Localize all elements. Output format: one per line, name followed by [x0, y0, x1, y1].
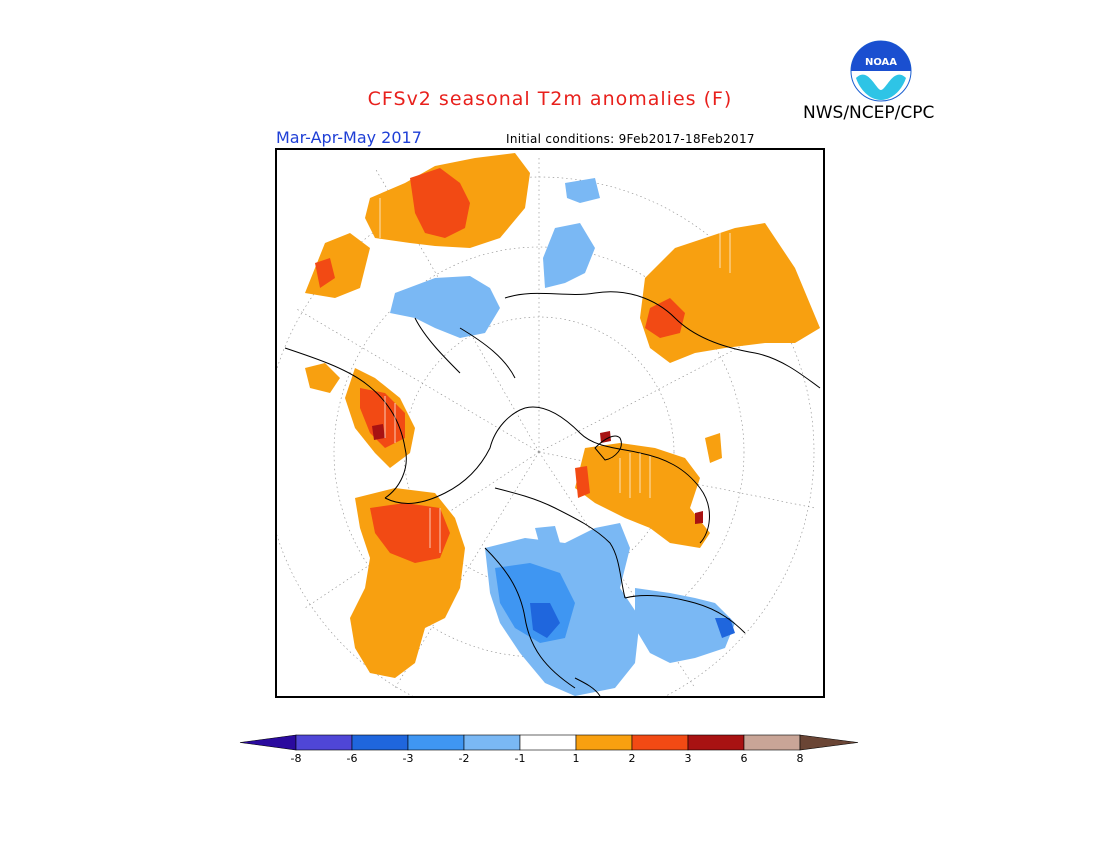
colorbar-tick-label: 2 [629, 752, 636, 765]
colorbar-tick-label: 1 [573, 752, 580, 765]
colorbar-bins [239, 734, 859, 751]
very-strong-warm-regions [372, 424, 703, 524]
colorbar: -8 -6 -3 -2 -1 1 2 3 6 8 [239, 734, 859, 765]
colorbar-bin [631, 734, 689, 751]
colorbar-arrow-high [799, 734, 859, 751]
significance-hatching [379, 198, 731, 553]
colorbar-bin [743, 734, 801, 751]
agency-label: NWS/NCEP/CPC [803, 103, 935, 123]
colorbar-tick-label: -2 [459, 752, 470, 765]
colorbar-ticks: -8 -6 -3 -2 -1 1 2 3 6 8 [291, 752, 804, 765]
colorbar-tick-label: -6 [347, 752, 358, 765]
colorbar-bin [351, 734, 409, 751]
colorbar-tick-label: -3 [403, 752, 414, 765]
noaa-logo-text: NOAA [865, 57, 897, 68]
strong-cold-regions [530, 603, 735, 638]
season-label: Mar-Apr-May 2017 [276, 128, 422, 147]
initial-conditions-label: Initial conditions: 9Feb2017-18Feb2017 [506, 132, 755, 146]
colorbar-tick-label: -8 [291, 752, 302, 765]
colorbar-bin [463, 734, 521, 751]
colorbar-tick-label: -1 [515, 752, 526, 765]
colorbar-bin [295, 734, 353, 751]
colorbar-tick-label: 6 [741, 752, 748, 765]
noaa-logo: NOAA [850, 40, 912, 102]
map-border [275, 148, 825, 698]
colorbar-bin [687, 734, 745, 751]
polar-map [275, 148, 825, 698]
colorbar-arrow-low [239, 734, 297, 751]
colorbar-bin [519, 734, 577, 751]
colorbar-tick-label: 3 [685, 752, 692, 765]
chart-title: CFSv2 seasonal T2m anomalies (F) [367, 88, 733, 110]
colorbar-bin [407, 734, 465, 751]
colorbar-tick-label: 8 [797, 752, 804, 765]
colorbar-bin [575, 734, 633, 751]
